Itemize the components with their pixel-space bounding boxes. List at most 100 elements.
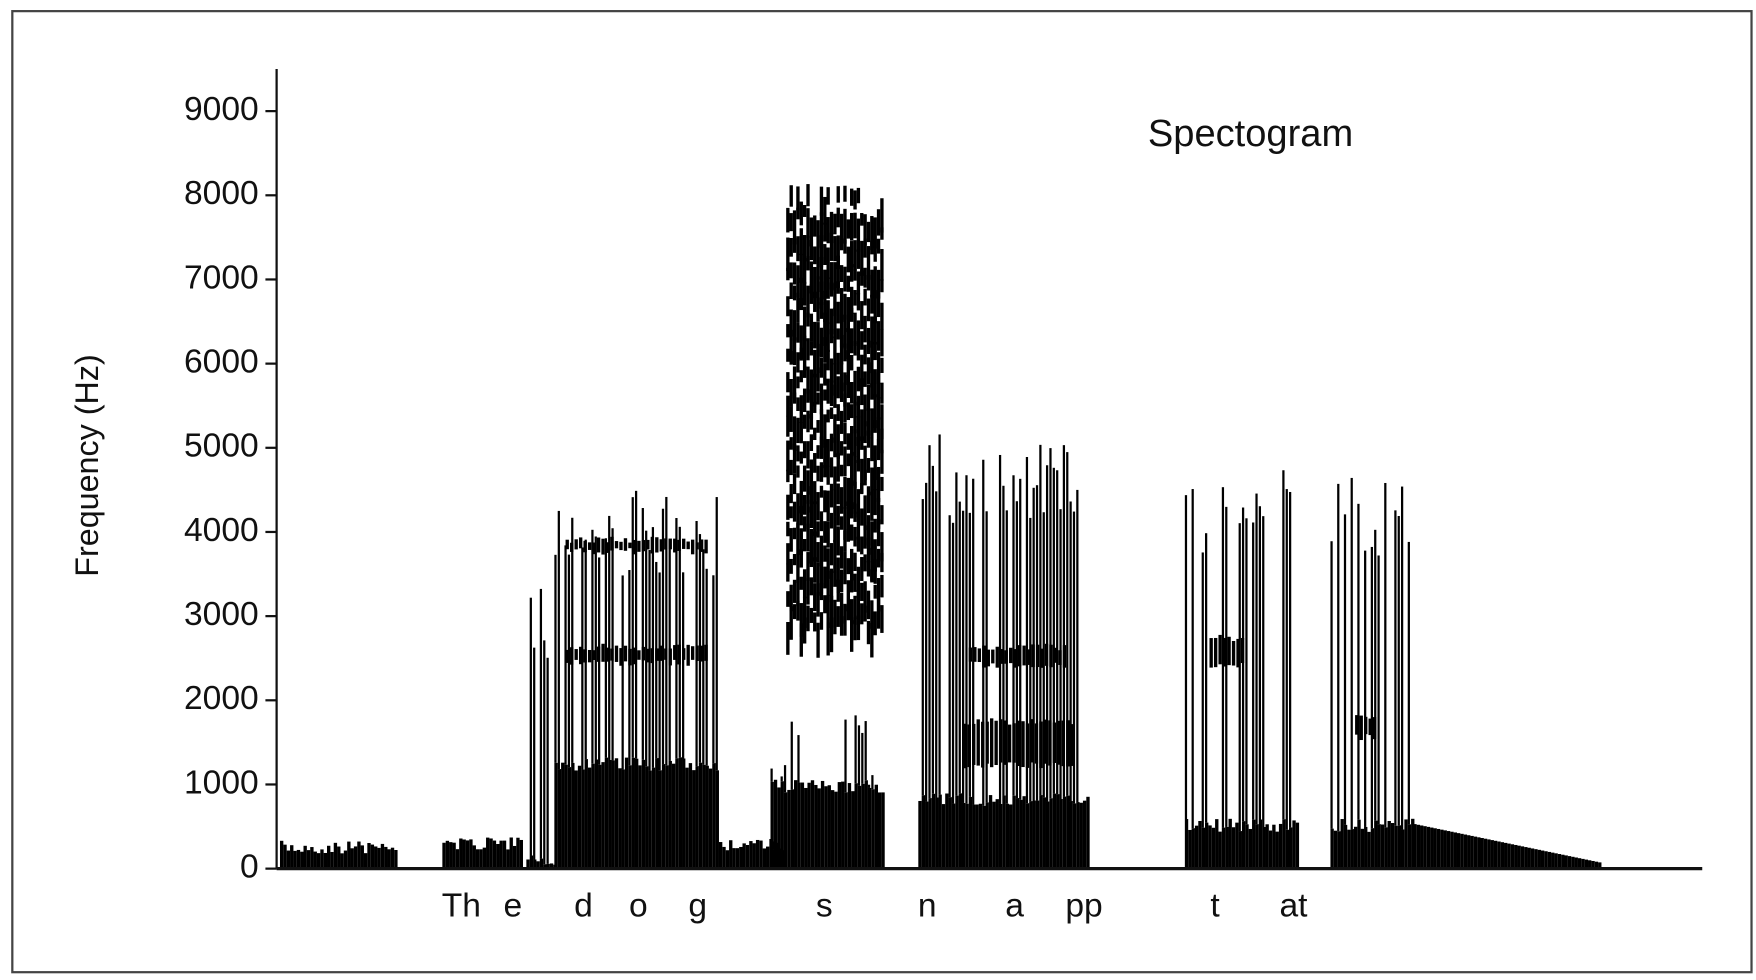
spectrogram-energy [824,786,828,869]
spectrogram-energy [708,768,713,869]
spectrogram-energy [1238,523,1241,832]
spectrogram-energy [806,499,810,530]
spectrogram-energy [836,404,840,421]
spectrogram-energy [861,732,864,784]
spectrogram-energy [799,253,803,283]
spectrogram-energy [374,846,378,869]
spectrogram-energy [836,352,840,375]
spectrogram-energy [820,780,825,869]
spectrogram-energy [819,235,824,268]
spectrogram-energy [860,213,864,226]
spectrogram-energy [1211,827,1216,869]
spectrogram-energy [809,577,814,596]
spectrogram-energy [802,441,807,459]
spectrogram-energy [826,247,830,280]
spectrogram-energy [823,595,827,614]
spectrogram-energy [641,646,646,661]
spectrogram-energy [1330,541,1333,829]
spectrogram-energy [677,644,681,665]
spectrogram-energy [526,859,530,869]
spectrogram-energy [1364,550,1367,827]
spectrogram-energy [682,538,686,549]
spectrogram-energy [529,855,534,869]
spectrogram-energy [826,300,830,324]
spectrogram-energy [1025,456,1029,804]
spectrogram-energy [1052,467,1055,794]
spectrogram-energy [759,840,763,869]
spectrogram-energy [843,551,847,574]
spectrogram-energy [735,848,740,869]
spectrogram-energy [1208,825,1212,869]
segment-label: n [918,888,937,925]
spectrogram-energy [605,542,610,553]
spectrogram-energy [873,611,877,636]
spectrogram-energy [856,271,861,295]
spectrogram-energy [853,290,857,306]
spectrogram-energy [850,264,854,282]
spectrogram-energy [813,501,817,536]
spectrogram-energy [1275,831,1279,869]
spectrogram-energy [982,459,985,806]
spectrogram-energy [836,483,840,505]
spectrogram-energy [1413,824,1417,869]
spectrogram-energy [594,536,597,760]
spectrogram-energy [874,784,878,869]
spectrogram-energy [610,648,614,661]
spectrogram-energy [972,723,976,765]
spectrogram-energy [843,422,847,445]
spectrogram-energy [1456,833,1461,869]
spectrogram-energy [866,357,871,385]
spectrogram-energy [1205,533,1208,823]
spectrogram-energy [1236,638,1240,668]
spectrogram-energy [806,312,810,327]
spectrogram-energy [880,552,884,573]
spectrogram-energy [958,793,962,869]
spectrogram-energy [789,606,793,640]
spectrogram-energy [806,366,810,394]
spectrogram-energy [823,566,827,589]
spectrogram-energy [873,238,877,262]
spectrogram-energy [739,846,743,869]
spectrogram-energy [860,354,864,390]
spectrogram-energy [880,279,884,293]
spectrogram-energy [802,365,807,378]
spectrogram-energy [509,837,513,869]
spectrogram-energy [1343,514,1347,825]
spectrogram-energy [1245,518,1248,825]
spectrogram-energy [646,648,650,663]
spectrogram-energy [1258,819,1263,869]
spectrogram-energy [866,515,871,546]
spectrogram-energy [853,456,857,488]
spectrogram-energy [611,528,614,761]
spectrogram-energy [1061,720,1066,767]
spectrogram-energy [300,851,304,869]
spectrogram-energy [856,566,861,598]
spectrogram-energy [873,217,877,249]
spectrogram-energy [799,480,803,514]
spectrogram-energy [843,185,847,202]
spectrogram-energy [1527,847,1531,869]
spectrogram-energy [846,580,851,612]
spectrogram-energy [853,370,857,406]
spectrogram-energy [813,321,817,349]
spectrogram-energy [1574,857,1578,869]
spectrogram-energy [581,769,585,869]
spectrogram-energy [799,505,803,526]
spectrogram-energy [745,844,750,869]
spectrogram-energy [806,552,810,581]
spectrogram-energy [583,649,587,663]
spectrogram-energy [561,762,565,869]
spectrogram-energy [786,469,790,483]
spectrogram-energy [792,210,797,245]
spectrogram-energy [873,290,877,324]
spectrogram-energy [789,484,793,504]
spectrogram-energy [806,389,810,403]
spectrogram-energy [799,549,803,568]
spectrogram-energy [846,328,851,360]
spectrogram-energy [655,648,659,661]
spectrogram-energy [819,212,824,248]
spectrogram-energy [856,436,861,463]
spectrogram-energy [853,595,857,625]
spectrogram-energy [948,797,952,869]
segment-label: Th [442,888,481,925]
